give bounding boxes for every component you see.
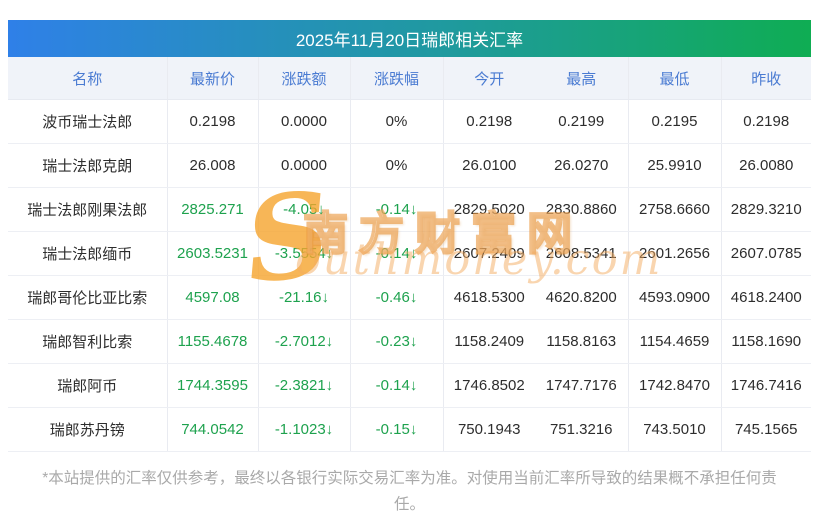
table-row: 瑞郎哥伦比亚比索 4597.08 -21.16↓ -0.46↓ 4618.5300 462…: [8, 275, 811, 320]
cell-high: 0.2199: [535, 99, 629, 144]
table-title-bar: 2025年11月20日瑞郎相关汇率: [8, 20, 811, 57]
table-header: 名称 最新价 涨跌额 涨跌幅 今开 最高 最低 昨收: [8, 57, 811, 100]
cell-change-pct: -0.15↓: [350, 407, 444, 452]
header-row: 名称 最新价 涨跌额 涨跌幅 今开 最高 最低 昨收: [8, 57, 811, 100]
cell-open: 2607.2409: [443, 231, 535, 276]
cell-latest: 4597.08: [167, 275, 259, 320]
table-row: 瑞郎阿币 1744.3595 -2.3821↓ -0.14↓ 1746.8502 1747…: [8, 363, 811, 408]
cell-high: 26.0270: [535, 143, 629, 188]
cell-change-pct: -0.14↓: [350, 231, 444, 276]
cell-low: 1742.8470: [628, 363, 722, 408]
cell-change-pct: 0%: [350, 99, 444, 144]
cell-open: 0.2198: [443, 99, 535, 144]
table-row: 瑞郎苏丹镑 744.0542 -1.1023↓ -0.15↓ 750.1943 751.3…: [8, 407, 811, 452]
cell-prev-close: 4618.2400: [721, 275, 811, 320]
table-body: 波币瑞士法郎 0.2198 0.0000 0% 0.2198 0.2199 0.2195 0.…: [8, 99, 811, 452]
table-row: 瑞士法郎刚果法郎 2825.271 -4.05↓ -0.14↓ 2829.5020 283…: [8, 187, 811, 232]
cell-name: 瑞郎阿币: [8, 363, 168, 408]
cell-change-pct: -0.23↓: [350, 319, 444, 364]
cell-prev-close: 745.1565: [721, 407, 811, 452]
cell-prev-close: 2829.3210: [721, 187, 811, 232]
cell-prev-close: 0.2198: [721, 99, 811, 144]
cell-open: 750.1943: [443, 407, 535, 452]
cell-high: 1158.8163: [535, 319, 629, 364]
cell-name: 瑞郎哥伦比亚比索: [8, 275, 168, 320]
cell-prev-close: 1746.7416: [721, 363, 811, 408]
cell-name: 瑞士法郎克朗: [8, 143, 168, 188]
cell-latest: 1155.4678: [167, 319, 259, 364]
cell-low: 1154.4659: [628, 319, 722, 364]
cell-change-pct: 0%: [350, 143, 444, 188]
cell-open: 1158.2409: [443, 319, 535, 364]
table-row: 瑞郎智利比索 1155.4678 -2.7012↓ -0.23↓ 1158.2409 11…: [8, 319, 811, 364]
cell-prev-close: 2607.0785: [721, 231, 811, 276]
cell-change: -2.3821↓: [258, 363, 351, 408]
cell-prev-close: 26.0080: [721, 143, 811, 188]
cell-open: 2829.5020: [443, 187, 535, 232]
column-header-high: 最高: [535, 57, 629, 100]
cell-low: 2758.6660: [628, 187, 722, 232]
column-header-change-pct: 涨跌幅: [350, 57, 444, 100]
column-header-low: 最低: [628, 57, 722, 100]
cell-name: 波币瑞士法郎: [8, 99, 168, 144]
column-header-latest: 最新价: [167, 57, 259, 100]
cell-change-pct: -0.14↓: [350, 363, 444, 408]
cell-name: 瑞郎智利比索: [8, 319, 168, 364]
cell-low: 743.5010: [628, 407, 722, 452]
cell-latest: 26.008: [167, 143, 259, 188]
cell-low: 0.2195: [628, 99, 722, 144]
cell-name: 瑞士法郎缅币: [8, 231, 168, 276]
cell-change: 0.0000: [258, 99, 351, 144]
cell-name: 瑞士法郎刚果法郎: [8, 187, 168, 232]
cell-latest: 0.2198: [167, 99, 259, 144]
cell-high: 751.3216: [535, 407, 629, 452]
cell-latest: 744.0542: [167, 407, 259, 452]
cell-latest: 2603.5231: [167, 231, 259, 276]
cell-change: -2.7012↓: [258, 319, 351, 364]
cell-change: -21.16↓: [258, 275, 351, 320]
disclaimer-text: *本站提供的汇率仅供参考，最终以各银行实际交易汇率为准。对使用当前汇率所导致的结…: [8, 466, 811, 518]
table-row: 瑞士法郎缅币 2603.5231 -3.5554↓ -0.14↓ 2607.2409 26…: [8, 231, 811, 276]
cell-latest: 2825.271: [167, 187, 259, 232]
cell-name: 瑞郎苏丹镑: [8, 407, 168, 452]
cell-high: 2830.8860: [535, 187, 629, 232]
exchange-rate-table: 名称 最新价 涨跌额 涨跌幅 今开 最高 最低 昨收 波币瑞士法郎 0.2198 0…: [8, 57, 811, 452]
table-row: 波币瑞士法郎 0.2198 0.0000 0% 0.2198 0.2199 0.2195 0.…: [8, 99, 811, 144]
cell-change: -3.5554↓: [258, 231, 351, 276]
disclaimer-line-1: *本站提供的汇率仅供参考，最终以各银行实际交易汇率为准。对使用当前汇率所导致的结…: [42, 470, 777, 487]
cell-open: 4618.5300: [443, 275, 535, 320]
table-row: 瑞士法郎克朗 26.008 0.0000 0% 26.0100 26.0270 25.991…: [8, 143, 811, 188]
cell-latest: 1744.3595: [167, 363, 259, 408]
cell-change: -4.05↓: [258, 187, 351, 232]
column-header-name: 名称: [8, 57, 168, 100]
column-header-prev-close: 昨收: [721, 57, 811, 100]
cell-low: 2601.2656: [628, 231, 722, 276]
cell-open: 1746.8502: [443, 363, 535, 408]
cell-open: 26.0100: [443, 143, 535, 188]
cell-change-pct: -0.46↓: [350, 275, 444, 320]
column-header-open: 今开: [443, 57, 535, 100]
cell-low: 25.9910: [628, 143, 722, 188]
cell-high: 1747.7176: [535, 363, 629, 408]
cell-high: 4620.8200: [535, 275, 629, 320]
column-header-change: 涨跌额: [258, 57, 351, 100]
cell-prev-close: 1158.1690: [721, 319, 811, 364]
page-title: 2025年11月20日瑞郎相关汇率: [295, 31, 524, 50]
cell-low: 4593.0900: [628, 275, 722, 320]
cell-high: 2608.5341: [535, 231, 629, 276]
disclaimer-line-2: 任。: [393, 496, 425, 513]
cell-change: -1.1023↓: [258, 407, 351, 452]
cell-change-pct: -0.14↓: [350, 187, 444, 232]
cell-change: 0.0000: [258, 143, 351, 188]
